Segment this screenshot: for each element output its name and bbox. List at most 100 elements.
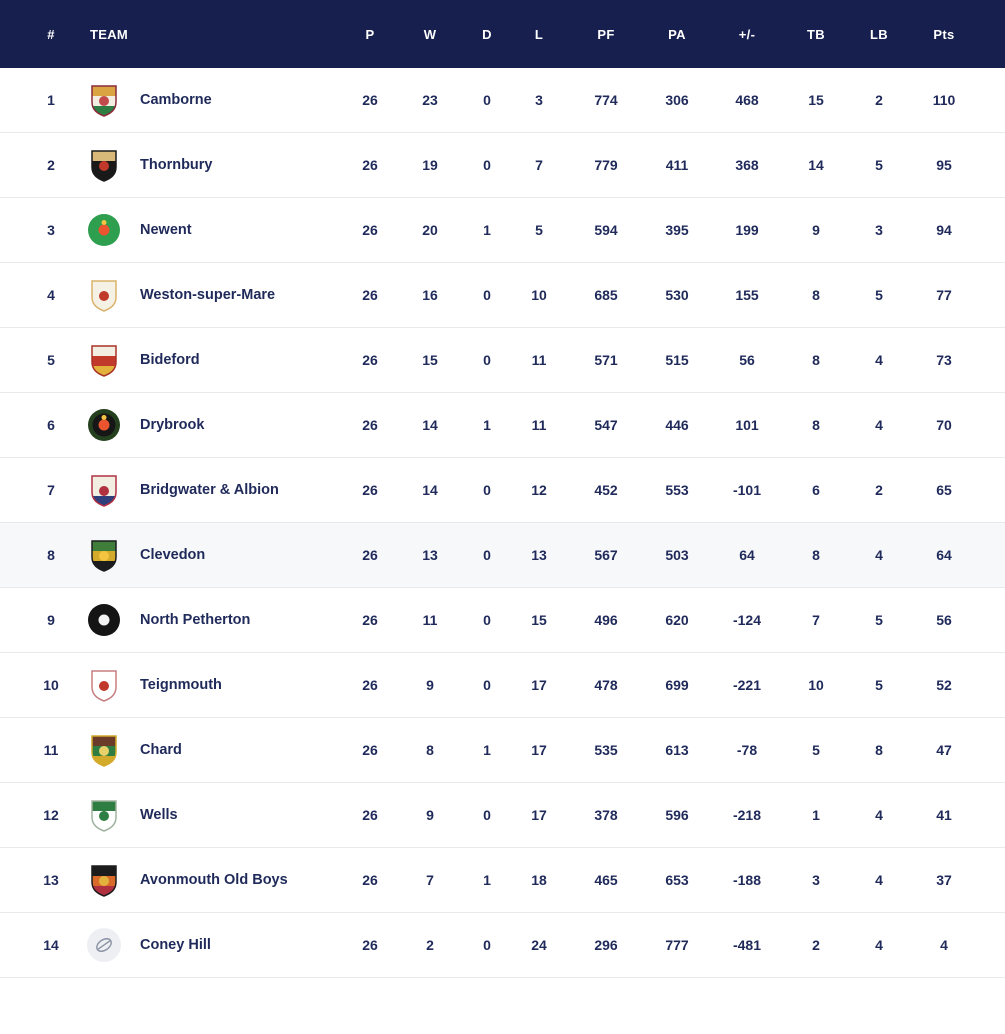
team-badge-icon [86,212,122,248]
points-for-value: 774 [594,92,618,108]
points-against-value: 777 [665,937,689,953]
team-name[interactable]: Wells [140,807,178,823]
team-name[interactable]: North Petherton [140,612,251,628]
team-name[interactable]: Bridgwater & Albion [140,482,279,498]
drawn-value: 0 [483,287,491,303]
rank: 5 [47,352,55,368]
points-value: 41 [936,807,952,823]
losing-bonus-value: 2 [875,482,883,498]
points-against-value: 411 [665,157,689,173]
points-value: 70 [936,417,952,433]
team-badge-icon [86,927,122,963]
team-name[interactable]: Chard [140,742,182,758]
try-bonus-value: 15 [808,92,824,108]
points-against-value: 503 [665,547,689,563]
lost-value: 17 [531,677,547,693]
points-diff-value: 199 [735,222,759,238]
team-badge-icon [86,667,122,703]
drawn-value: 0 [483,547,491,563]
drawn-value: 1 [483,872,491,888]
points-for-value: 685 [594,287,618,303]
try-bonus-value: 8 [812,287,820,303]
losing-bonus-value: 4 [875,937,883,953]
team-name[interactable]: Teignmouth [140,677,222,693]
team-name[interactable]: Weston-super-Mare [140,287,276,303]
table-row[interactable]: 7 Bridgwater & Albion 26 14 0 12 452 553… [0,458,1005,523]
drawn-value: 0 [483,92,491,108]
points-value: 47 [936,742,952,758]
lost-value: 5 [535,222,543,238]
played-value: 26 [362,417,378,433]
drawn-value: 1 [483,417,491,433]
points-value: 95 [936,157,952,173]
won-value: 14 [422,417,438,433]
played-value: 26 [362,482,378,498]
points-diff-value: -481 [732,937,762,953]
try-bonus-value: 7 [812,612,820,628]
team-name[interactable]: Thornbury [140,157,213,173]
table-row[interactable]: 14 Coney Hill 26 2 0 24 296 777 -481 2 4… [0,913,1005,978]
table-row[interactable]: 2 Thornbury 26 19 0 7 779 411 368 14 5 9… [0,133,1005,198]
col-header-lost: L [534,26,544,42]
col-header-points: Pts [933,26,955,42]
table-row[interactable]: 12 Wells 26 9 0 17 378 596 -218 1 4 41 [0,783,1005,848]
played-value: 26 [362,937,378,953]
table-row[interactable]: 10 Teignmouth 26 9 0 17 478 699 -221 10 … [0,653,1005,718]
rank: 1 [47,92,55,108]
points-against-value: 446 [665,417,689,433]
col-header-losing-bonus: LB [870,26,888,42]
standings-table: # TEAM P W D L PF PA +/- TB LB Pts 1 Cam… [0,0,1005,978]
team-name[interactable]: Clevedon [140,547,206,563]
drawn-value: 0 [483,482,491,498]
rank: 3 [47,222,55,238]
points-against-value: 613 [665,742,689,758]
drawn-value: 0 [483,352,491,368]
rank: 4 [47,287,55,303]
drawn-value: 0 [483,612,491,628]
points-against-value: 395 [665,222,689,238]
table-row[interactable]: 9 North Petherton 26 11 0 15 496 620 -12… [0,588,1005,653]
rank: 11 [43,742,59,758]
team-badge-icon [86,862,122,898]
points-value: 52 [936,677,952,693]
team-name[interactable]: Drybrook [140,417,205,433]
table-row[interactable]: 3 Newent 26 20 1 5 594 395 199 9 3 94 [0,198,1005,263]
rank: 6 [47,417,55,433]
lost-value: 10 [531,287,547,303]
table-row[interactable]: 5 Bideford 26 15 0 11 571 515 56 8 4 73 [0,328,1005,393]
team-name[interactable]: Avonmouth Old Boys [140,872,288,888]
losing-bonus-value: 5 [875,157,883,173]
rank: 13 [43,872,59,888]
rank: 12 [43,807,59,823]
points-diff-value: -218 [732,807,762,823]
points-value: 56 [936,612,952,628]
losing-bonus-value: 4 [875,417,883,433]
points-for-value: 571 [594,352,618,368]
lost-value: 18 [531,872,547,888]
table-row[interactable]: 8 Clevedon 26 13 0 13 567 503 64 8 4 64 [0,523,1005,588]
points-for-value: 547 [594,417,618,433]
played-value: 26 [362,92,378,108]
table-row[interactable]: 11 Chard 26 8 1 17 535 613 -78 5 8 47 [0,718,1005,783]
points-for-value: 594 [594,222,618,238]
team-name[interactable]: Coney Hill [140,937,211,953]
team-name[interactable]: Bideford [140,352,200,368]
team-name[interactable]: Camborne [140,92,212,108]
played-value: 26 [362,287,378,303]
points-diff-value: 368 [735,157,759,173]
table-row[interactable]: 1 Camborne 26 23 0 3 774 306 468 15 2 11… [0,68,1005,133]
table-row[interactable]: 6 Drybrook 26 14 1 11 547 446 101 8 4 70 [0,393,1005,458]
lost-value: 17 [531,807,547,823]
team-badge-icon [86,537,122,573]
won-value: 15 [422,352,438,368]
won-value: 2 [426,937,434,953]
won-value: 20 [422,222,438,238]
points-against-value: 653 [665,872,689,888]
points-diff-value: 101 [735,417,759,433]
try-bonus-value: 14 [808,157,824,173]
table-row[interactable]: 13 Avonmouth Old Boys 26 7 1 18 465 653 … [0,848,1005,913]
team-badge-icon [86,82,122,118]
drawn-value: 0 [483,677,491,693]
table-row[interactable]: 4 Weston-super-Mare 26 16 0 10 685 530 1… [0,263,1005,328]
team-name[interactable]: Newent [140,222,192,238]
